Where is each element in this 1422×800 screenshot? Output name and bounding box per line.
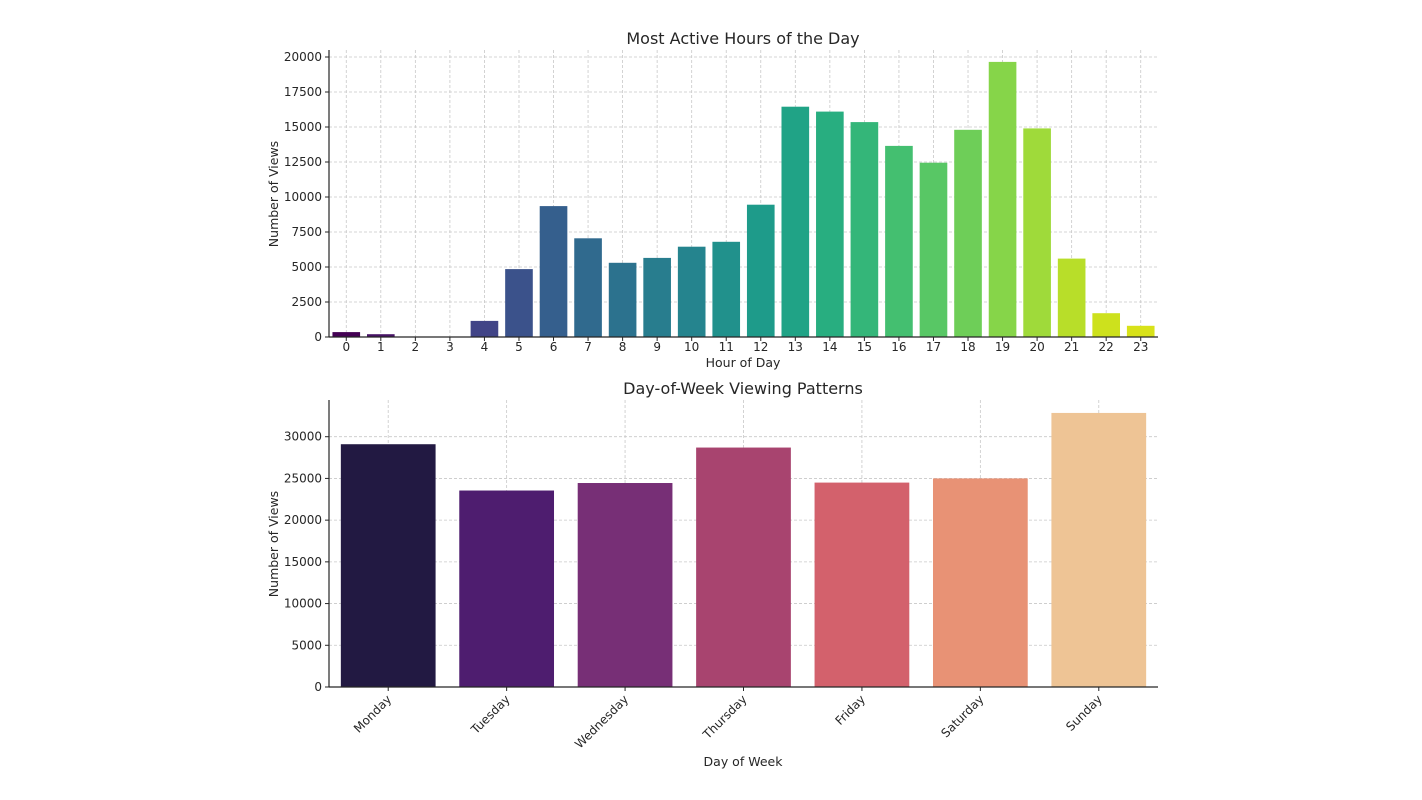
hourly-bars (332, 61, 1155, 338)
hourly-bar-20 (1023, 128, 1051, 337)
hourly-chart-title: Most Active Hours of the Day (626, 29, 859, 48)
hourly-bar-7 (574, 238, 602, 337)
hourly-y-tick-label: 20000 (284, 50, 322, 64)
hourly-bar-8 (608, 262, 637, 337)
weekday-x-axis-label: Day of Week (704, 754, 784, 769)
hourly-x-tick-label: 4 (481, 340, 489, 354)
hourly-x-axis-label: Hour of Day (706, 355, 781, 370)
weekday-y-tick-label: 25000 (284, 471, 322, 485)
hourly-y-tick-label: 12500 (284, 155, 322, 169)
hourly-x-tick-label: 15 (857, 340, 872, 354)
weekday-chart-title: Day-of-Week Viewing Patterns (623, 379, 863, 398)
hourly-x-tick-label: 11 (719, 340, 734, 354)
hourly-x-tick-label: 12 (753, 340, 768, 354)
hourly-x-tick-label: 2 (412, 340, 420, 354)
hourly-bar-21 (1057, 258, 1086, 337)
weekday-bar-monday (340, 444, 436, 687)
weekday-bar-sunday (1051, 412, 1147, 687)
hourly-bar-22 (1092, 313, 1121, 337)
hourly-y-tick-label: 15000 (284, 120, 322, 134)
hourly-x-tick-label: 6 (550, 340, 558, 354)
hourly-bar-13 (781, 106, 810, 337)
weekday-bar-wednesday (577, 483, 673, 687)
weekday-y-axis-label: Number of Views (266, 491, 281, 597)
hourly-bar-5 (505, 269, 533, 337)
hourly-y-tick-label: 7500 (291, 225, 322, 239)
hourly-y-tick-label: 17500 (284, 85, 322, 99)
hourly-x-tick-label: 21 (1064, 340, 1079, 354)
weekday-x-tick-label: Friday (832, 692, 868, 728)
weekday-y-tick-label: 20000 (284, 513, 322, 527)
hourly-bar-19 (988, 61, 1017, 338)
hourly-x-tick-label: 1 (377, 340, 385, 354)
weekday-bar-thursday (696, 447, 791, 687)
hourly-bar-10 (677, 246, 706, 337)
hourly-x-tick-label: 16 (891, 340, 906, 354)
weekday-x-tick-label: Saturday (938, 692, 986, 740)
hourly-x-tick-label: 17 (926, 340, 941, 354)
hourly-chart: Most Active Hours of the Day 02500500075… (266, 29, 1158, 370)
weekday-x-tick-label: Monday (351, 692, 394, 735)
hourly-y-tick-label: 10000 (284, 190, 322, 204)
hourly-gridlines (329, 50, 1158, 338)
hourly-x-tick-label: 13 (788, 340, 803, 354)
hourly-x-tick-label: 3 (446, 340, 454, 354)
hourly-x-tick-label: 10 (684, 340, 699, 354)
hourly-x-tick-label: 5 (515, 340, 523, 354)
weekday-chart: Day-of-Week Viewing Patterns 0 5000 10000 1… (266, 379, 1158, 769)
hourly-bar-18 (954, 129, 982, 337)
hourly-x-tick-label: 20 (1029, 340, 1044, 354)
hourly-bar-6 (539, 206, 568, 337)
weekday-bars (340, 412, 1147, 687)
hourly-x-tick-label: 14 (822, 340, 837, 354)
hourly-bar-23 (1126, 325, 1155, 337)
hourly-x-tick-label: 22 (1099, 340, 1114, 354)
weekday-y-tick-label: 30000 (284, 430, 322, 444)
hourly-bar-4 (470, 320, 499, 337)
hourly-y-tick-label: 5000 (291, 260, 322, 274)
weekday-y-tick-label: 0 (314, 680, 322, 694)
hourly-bar-11 (712, 241, 741, 337)
hourly-bar-12 (746, 204, 775, 337)
weekday-y-tick-label: 5000 (291, 638, 322, 652)
hourly-x-tick-label: 7 (584, 340, 592, 354)
hourly-bar-9 (643, 257, 671, 337)
hourly-x-tick-label: 23 (1133, 340, 1148, 354)
hourly-y-ticks: 0 2500 5000 7500 10000 12500 15000 17500 20000 (284, 50, 329, 344)
weekday-x-tick-label: Thursday (700, 692, 750, 742)
hourly-bar-15 (850, 122, 879, 337)
hourly-bar-1 (366, 334, 395, 337)
hourly-x-tick-label: 8 (619, 340, 627, 354)
weekday-y-ticks: 0 5000 10000 15000 20000 25000 30000 (284, 430, 329, 694)
hourly-x-tick-label: 19 (995, 340, 1010, 354)
hourly-x-tick-label: 9 (653, 340, 661, 354)
hourly-y-axis-label: Number of Views (266, 141, 281, 247)
weekday-x-ticks: Monday Tuesday Wednesday Thursday Friday Satu… (351, 687, 1105, 751)
hourly-bar-17 (919, 162, 948, 337)
hourly-bar-14 (816, 111, 844, 337)
hourly-bar-16 (885, 145, 913, 337)
hourly-y-tick-label: 2500 (291, 295, 322, 309)
weekday-y-tick-label: 15000 (284, 555, 322, 569)
weekday-x-tick-label: Tuesday (468, 692, 513, 737)
hourly-y-tick-label: 0 (314, 330, 322, 344)
weekday-bar-saturday (932, 478, 1028, 687)
hourly-x-tick-label: 18 (960, 340, 975, 354)
hourly-x-tick-label: 0 (342, 340, 350, 354)
weekday-y-tick-label: 10000 (284, 597, 322, 611)
hourly-x-ticks: 0 1 2 3 4 5 6 7 8 9 10 11 12 13 14 15 16 17 18 19 20 21 22 23 (342, 337, 1148, 354)
hourly-bar-0 (332, 332, 361, 337)
weekday-bar-friday (814, 482, 910, 687)
weekday-bar-tuesday (459, 490, 555, 687)
weekday-x-tick-label: Wednesday (572, 692, 631, 751)
weekday-x-tick-label: Sunday (1063, 692, 1105, 734)
